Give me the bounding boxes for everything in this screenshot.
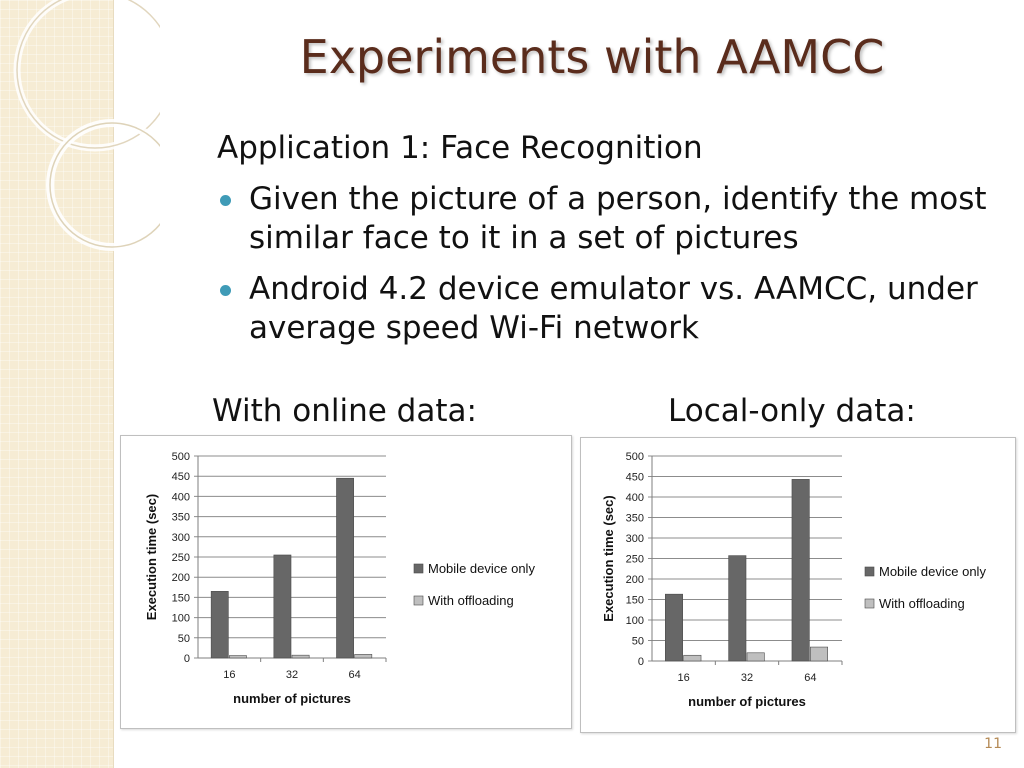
bar <box>791 479 810 662</box>
y-tick-label: 300 <box>172 532 190 544</box>
bar <box>210 591 229 659</box>
bar <box>336 477 354 659</box>
x-axis-label: number of pictures <box>688 694 806 709</box>
y-tick-label: 350 <box>626 513 644 525</box>
x-tick-label: 16 <box>223 669 235 681</box>
bullet-text: Android 4.2 device emulator vs. AAMCC, u… <box>249 271 978 346</box>
y-tick-label: 0 <box>184 653 190 665</box>
bullet-item: Android 4.2 device emulator vs. AAMCC, u… <box>218 270 1008 348</box>
local-data-heading: Local-only data: <box>668 393 916 429</box>
x-tick-label: 64 <box>349 669 361 681</box>
bullet-dot-icon <box>220 195 231 206</box>
bar <box>683 654 702 662</box>
y-tick-label: 100 <box>172 613 190 625</box>
y-tick-label: 400 <box>172 491 190 503</box>
y-tick-label: 300 <box>626 533 644 545</box>
bullet-item: Given the picture of a person, identify … <box>218 180 1008 258</box>
y-tick-label: 150 <box>172 592 190 604</box>
legend-swatch <box>413 595 424 606</box>
y-axis-label: Execution time (sec) <box>601 495 616 621</box>
legend-swatch <box>864 566 875 577</box>
online-data-heading: With online data: <box>212 393 477 429</box>
bar <box>229 655 247 659</box>
x-tick-label: 32 <box>286 669 298 681</box>
y-axis-label: Execution time (sec) <box>144 494 159 620</box>
deco-ring-bottom-outline <box>49 122 160 248</box>
online-data-chart-svg: 0 50 100 150 200 250 300 350 400 450 500 16 32 64 numb… <box>144 451 535 706</box>
legend-label: With offloading <box>879 596 965 611</box>
bullet-text: Given the picture of a person, identify … <box>249 181 987 256</box>
x-tick-label: 32 <box>741 672 753 684</box>
y-tick-label: 500 <box>172 451 190 463</box>
bar <box>354 654 373 659</box>
x-tick-label: 16 <box>678 672 690 684</box>
y-tick-label: 450 <box>172 471 190 483</box>
y-tick-label: 250 <box>172 552 190 564</box>
y-tick-label: 100 <box>626 615 644 627</box>
x-tick-label: 64 <box>804 672 816 684</box>
bar <box>746 652 765 662</box>
legend-label: With offloading <box>428 593 514 608</box>
legend-swatch <box>864 598 875 609</box>
y-tick-label: 200 <box>626 574 644 586</box>
y-tick-label: 350 <box>172 512 190 524</box>
bullet-dot-icon <box>220 285 231 296</box>
bar <box>665 593 683 662</box>
bar <box>728 555 747 662</box>
bar <box>291 654 310 659</box>
y-tick-label: 450 <box>626 472 644 484</box>
y-tick-label: 50 <box>632 636 644 648</box>
legend-swatch <box>413 563 424 574</box>
bar <box>273 554 292 659</box>
deco-ring-bottom <box>46 119 160 251</box>
bullet-list: Given the picture of a person, identify … <box>218 180 1008 360</box>
bar <box>810 646 828 662</box>
slide-title: Experiments with AAMCC <box>299 30 885 84</box>
slide-subtitle: Application 1: Face Recognition <box>217 130 703 166</box>
online-data-chart: 0 50 100 150 200 250 300 350 400 450 500 16 32 64 numb… <box>120 435 572 729</box>
y-tick-label: 250 <box>626 554 644 566</box>
page-number: 11 <box>984 736 1002 752</box>
y-tick-label: 400 <box>626 492 644 504</box>
y-tick-label: 50 <box>178 633 190 645</box>
x-axis-label: number of pictures <box>233 691 351 706</box>
y-tick-label: 500 <box>626 451 644 463</box>
decorative-rings <box>13 0 160 251</box>
y-tick-label: 200 <box>172 572 190 584</box>
legend-label: Mobile device only <box>428 561 535 576</box>
y-tick-label: 0 <box>638 656 644 668</box>
y-tick-label: 150 <box>626 595 644 607</box>
local-data-chart: 0 50 100 150 200 250 300 350 400 450 500 16 32 64 numb… <box>580 437 1016 733</box>
deco-ring-top-outline <box>16 0 160 149</box>
local-data-chart-svg: 0 50 100 150 200 250 300 350 400 450 500 16 32 64 numb… <box>601 451 986 709</box>
legend-label: Mobile device only <box>879 564 986 579</box>
